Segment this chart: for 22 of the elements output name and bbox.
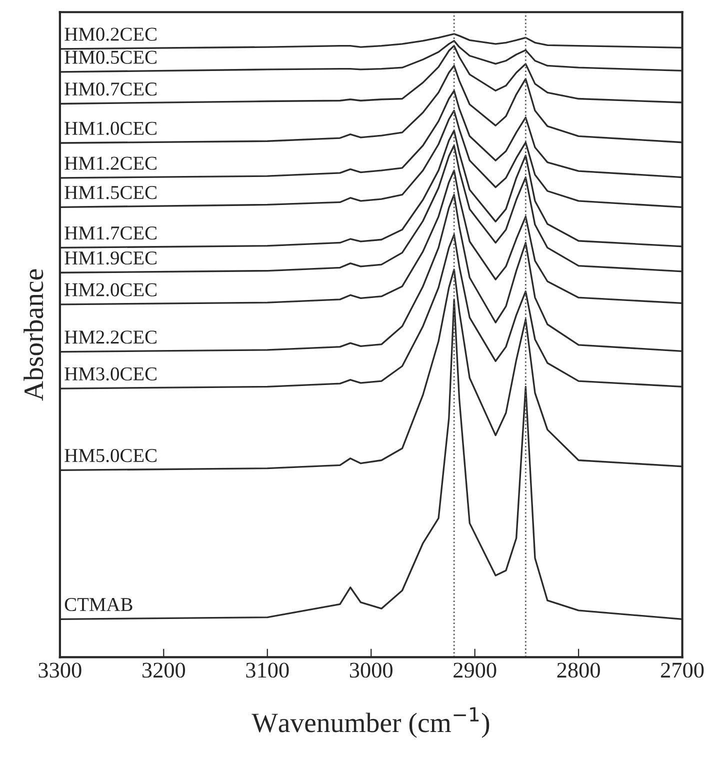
x-tick-label: 2900 — [454, 662, 496, 678]
series-label: HM3.0CEC — [64, 367, 156, 381]
series-label: HM1.9CEC — [64, 251, 156, 265]
series-label: HM0.2CEC — [64, 28, 156, 41]
series-label: HM0.5CEC — [64, 50, 156, 64]
x-tick-label: 3100 — [246, 662, 289, 678]
x-axis-title: Wavenumber (cm$^{−1}$) — [252, 707, 490, 738]
series-label: HM2.2CEC — [64, 330, 156, 344]
series-label: HM1.7CEC — [64, 226, 156, 240]
x-tick-label: 2700 — [661, 662, 704, 678]
x-tick-label: 2800 — [557, 662, 600, 678]
series-label: CTMAB — [64, 598, 132, 612]
series-label: HM0.7CEC — [64, 82, 156, 96]
series-label: HM5.0CEC — [64, 448, 156, 462]
series-label: HM2.0CEC — [64, 283, 156, 296]
series-label: HM1.2CEC — [64, 156, 156, 170]
series-label: HM1.5CEC — [64, 186, 156, 200]
x-tick-label: 3200 — [142, 662, 186, 678]
series-label: HM1.0CEC — [64, 122, 156, 135]
x-tick-label: 3300 — [38, 662, 82, 678]
y-axis-title: Absorbance — [24, 269, 44, 401]
x-tick-label: 3000 — [350, 662, 392, 678]
